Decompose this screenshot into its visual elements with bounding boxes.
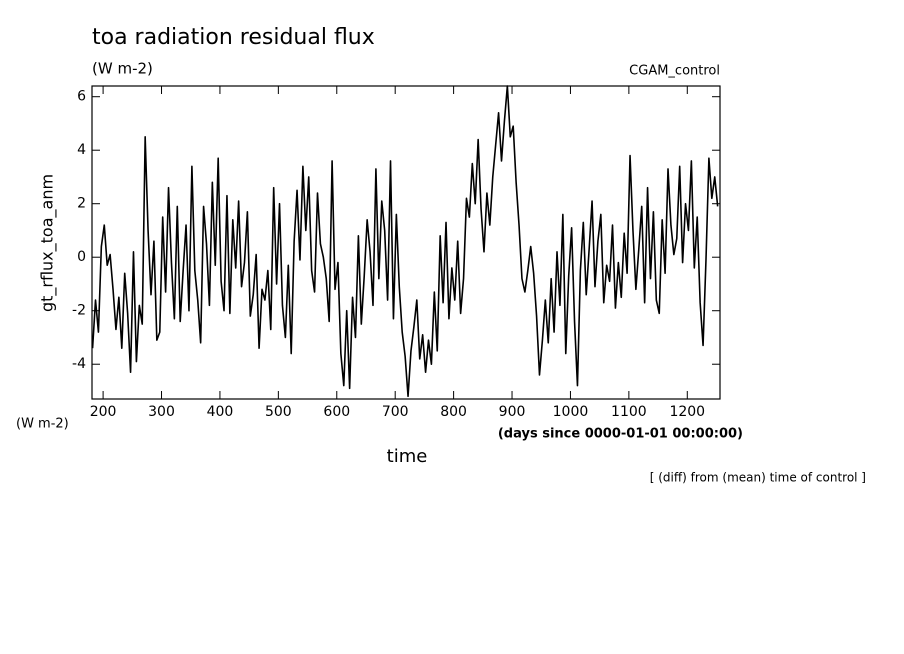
x-tick-label: 600 (323, 404, 350, 420)
y-tick-label: 2 (77, 196, 86, 212)
x-tick-label: 1200 (669, 404, 705, 420)
x-tick-label: 1000 (553, 404, 589, 420)
x-tick-label: 800 (440, 404, 467, 420)
x-units: (days since 0000-01-01 00:00:00) (498, 427, 743, 442)
x-axis-label: time (387, 446, 428, 467)
x-tick-label: 300 (148, 404, 175, 420)
y-tick-label: 6 (77, 89, 86, 105)
annotation: CGAM_control (629, 64, 720, 79)
x-tick-label: 400 (207, 404, 234, 420)
y-units: (W m-2) (16, 417, 69, 432)
plot-frame (91, 85, 721, 400)
data-line (91, 85, 719, 398)
y-tick-label: 4 (77, 142, 86, 158)
x-tick-label: 700 (382, 404, 409, 420)
x-tick-label: 1100 (611, 404, 647, 420)
y-tick-label: -4 (72, 356, 86, 372)
x-tick-label: 900 (499, 404, 526, 420)
subtitle: (W m-2) (92, 60, 153, 78)
x-tick-label: 500 (265, 404, 292, 420)
y-tick-label: -2 (72, 303, 86, 319)
footnote: [ (diff) from (mean) time of control ] (650, 471, 866, 485)
x-tick-label: 200 (90, 404, 117, 420)
chart-title: toa radiation residual flux (92, 25, 375, 50)
y-tick-label: 0 (77, 249, 86, 265)
y-axis-label: gt_rflux_toa_anm (38, 174, 58, 312)
